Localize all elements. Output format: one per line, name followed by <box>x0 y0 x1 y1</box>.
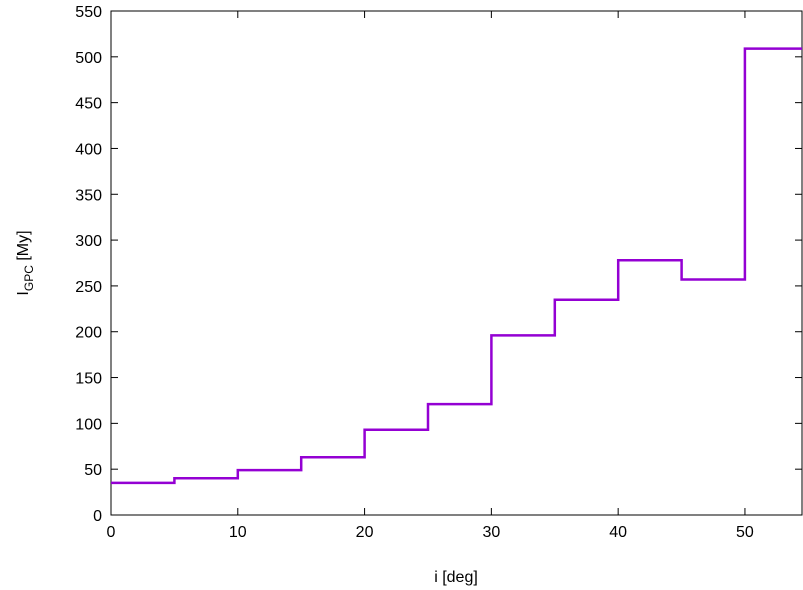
y-tick-label: 350 <box>75 187 102 204</box>
x-tick-label: 40 <box>609 524 627 541</box>
x-tick-label: 50 <box>736 524 754 541</box>
y-axis-label: IGPC [My] <box>15 230 36 295</box>
y-axis-ticks: 0 50 100 150 200 250 300 350 400 450 500 550 <box>75 4 802 525</box>
y-tick-label: 0 <box>93 508 102 525</box>
y-tick-label: 100 <box>75 416 102 433</box>
y-tick-label: 250 <box>75 279 102 296</box>
x-tick-label: 0 <box>107 524 116 541</box>
y-tick-label: 150 <box>75 371 102 388</box>
y-tick-label: 500 <box>75 50 102 67</box>
y-tick-label: 400 <box>75 141 102 158</box>
y-axis-label-rest: [My] <box>15 230 32 265</box>
y-tick-label: 200 <box>75 325 102 342</box>
series-step-line <box>111 47 802 485</box>
x-axis-label: i [deg] <box>434 569 478 586</box>
y-axis-label-main: I <box>15 291 32 295</box>
x-axis-ticks: 0 10 20 30 40 50 <box>107 11 754 541</box>
y-axis-label-sub: GPC <box>22 265 36 291</box>
y-tick-label: 300 <box>75 233 102 250</box>
x-tick-label: 20 <box>356 524 374 541</box>
y-tick-label: 450 <box>75 96 102 113</box>
y-tick-label: 550 <box>75 4 102 21</box>
x-tick-label: 10 <box>229 524 247 541</box>
y-tick-label: 50 <box>84 462 102 479</box>
plot-frame <box>110 10 803 516</box>
x-tick-label: 30 <box>482 524 500 541</box>
